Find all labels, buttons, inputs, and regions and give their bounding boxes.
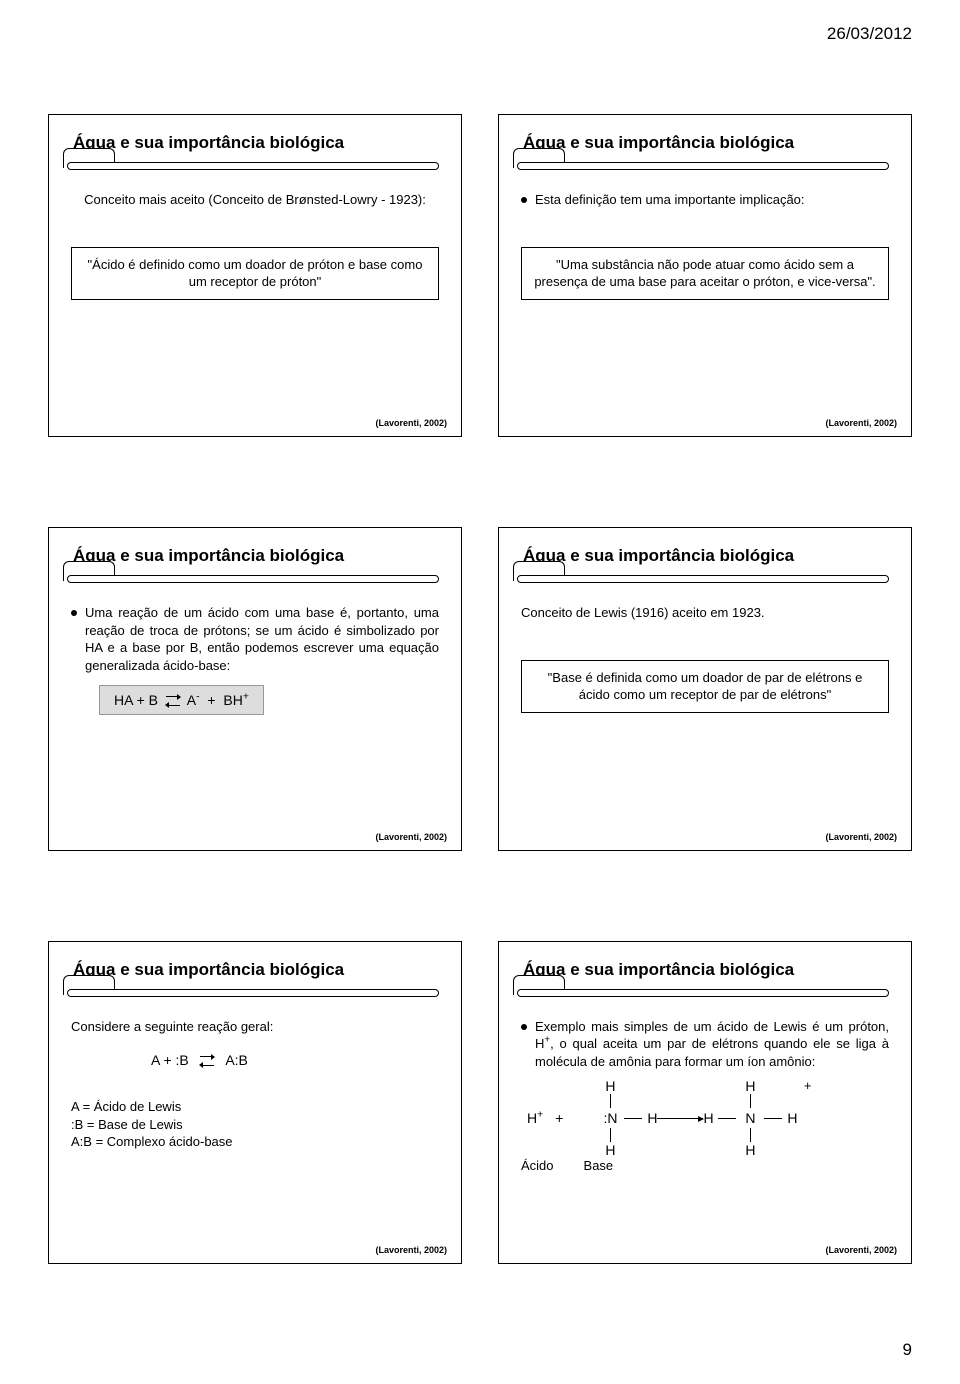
slide6-bullet: Exemplo mais simples de um ácido de Lewi… xyxy=(521,1018,889,1071)
slide-title: Água e sua importância biológica xyxy=(71,133,439,153)
title-underline xyxy=(71,159,439,173)
slide5-equation: A + :B A:B xyxy=(151,1051,439,1070)
slide-5: Água e sua importância biológica Conside… xyxy=(48,941,462,1264)
slide-grid: Água e sua importância biológica Conceit… xyxy=(48,114,912,1264)
bullet-icon xyxy=(521,1024,527,1030)
slide4-box: "Base é definida como um doador de par d… xyxy=(521,660,889,713)
hplus-label: H xyxy=(527,1110,537,1126)
eq5-right: A:B xyxy=(225,1052,248,1068)
slide2-bullet-text: Esta definição tem uma importante implic… xyxy=(535,191,805,209)
slide3-equation: HA + B A- + BH+ xyxy=(99,685,264,715)
slide-title-region: Água e sua importância biológica xyxy=(521,546,889,586)
bullet-icon xyxy=(521,197,527,203)
plus-sign: + xyxy=(555,1110,563,1126)
slide-title-region: Água e sua importância biológica xyxy=(71,546,439,586)
slide-1: Água e sua importância biológica Conceit… xyxy=(48,114,462,437)
equilibrium-icon xyxy=(200,1055,214,1067)
equilibrium-icon xyxy=(166,695,180,707)
n-atom: N xyxy=(745,1110,755,1126)
slide6-bullet-text: Exemplo mais simples de um ácido de Lewi… xyxy=(535,1018,889,1071)
eq-left: HA + B xyxy=(114,692,158,708)
h-atom: H xyxy=(605,1142,615,1158)
slide5-legend1: A = Ácido de Lewis xyxy=(71,1098,439,1116)
title-underline xyxy=(71,572,439,586)
title-underline xyxy=(521,986,889,1000)
slide3-bullet-text: Uma reação de um ácido com uma base é, p… xyxy=(85,604,439,674)
slide-title-region: Água e sua importância biológica xyxy=(71,133,439,173)
h-atom: H xyxy=(787,1110,797,1126)
slide-title: Água e sua importância biológica xyxy=(521,546,889,566)
slide5-cite: (Lavorenti, 2002) xyxy=(375,1245,447,1255)
slide5-legend3: A:B = Complexo ácido-base xyxy=(71,1133,439,1151)
n-atom: :N xyxy=(603,1110,617,1126)
eq-right-b: BH xyxy=(223,692,242,708)
slide-title: Água e sua importância biológica xyxy=(71,546,439,566)
slide-title-region: Água e sua importância biológica xyxy=(521,960,889,1000)
ammonium-molecule: H H N H H + xyxy=(715,1082,785,1154)
title-underline xyxy=(521,159,889,173)
h-atom: H xyxy=(605,1078,615,1094)
slide1-cite: (Lavorenti, 2002) xyxy=(375,418,447,428)
slide-title: Água e sua importância biológica xyxy=(71,960,439,980)
ammonia-molecule: H :N H H xyxy=(575,1082,645,1154)
slide-title-region: Água e sua importância biológica xyxy=(71,960,439,1000)
slide3-cite: (Lavorenti, 2002) xyxy=(375,832,447,842)
slide1-subtitle: Conceito mais aceito (Conceito de Brønst… xyxy=(71,191,439,209)
title-underline xyxy=(71,986,439,1000)
h-atom: H xyxy=(745,1142,755,1158)
h-plus: H+ xyxy=(527,1110,543,1126)
slide5-line1: Considere a seguinte reação geral: xyxy=(71,1018,439,1036)
page-date: 26/03/2012 xyxy=(827,24,912,44)
bullet-icon xyxy=(71,610,77,616)
base-label: Base xyxy=(584,1158,614,1173)
eq-right-plus: + xyxy=(207,692,215,708)
eq-right-a: A xyxy=(187,692,196,708)
slide4-line1: Conceito de Lewis (1916) aceito em 1923. xyxy=(521,604,889,622)
slide-6: Água e sua importância biológica Exemplo… xyxy=(498,941,912,1264)
h-atom: H xyxy=(703,1110,713,1126)
slide3-bullet: Uma reação de um ácido com uma base é, p… xyxy=(71,604,439,674)
slide2-cite: (Lavorenti, 2002) xyxy=(825,418,897,428)
charge-plus: + xyxy=(804,1078,812,1093)
slide5-legend2: :B = Base de Lewis xyxy=(71,1116,439,1134)
slide-title: Água e sua importância biológica xyxy=(521,133,889,153)
slide-title: Água e sua importância biológica xyxy=(521,960,889,980)
slide6-cite: (Lavorenti, 2002) xyxy=(825,1245,897,1255)
slide-2: Água e sua importância biológica Esta de… xyxy=(498,114,912,437)
slide6-legend: Ácido Base xyxy=(521,1158,889,1173)
slide-title-region: Água e sua importância biológica xyxy=(521,133,889,173)
slide6-molecule-diagram: H+ + H :N H H H H N xyxy=(527,1082,889,1154)
slide2-box: "Uma substância não pode atuar como ácid… xyxy=(521,247,889,300)
slide2-bullet: Esta definição tem uma importante implic… xyxy=(521,191,889,209)
slide4-cite: (Lavorenti, 2002) xyxy=(825,832,897,842)
slide-4: Água e sua importância biológica Conceit… xyxy=(498,527,912,850)
slide-3: Água e sua importância biológica Uma rea… xyxy=(48,527,462,850)
eq5-left: A + :B xyxy=(151,1052,189,1068)
acido-label: Ácido xyxy=(521,1158,554,1173)
arrow-icon xyxy=(657,1118,703,1119)
h-atom: H xyxy=(745,1078,755,1094)
slide1-box: "Ácido é definido como um doador de prót… xyxy=(71,247,439,300)
h-atom: H xyxy=(647,1110,657,1126)
title-underline xyxy=(521,572,889,586)
page-number: 9 xyxy=(903,1340,912,1360)
